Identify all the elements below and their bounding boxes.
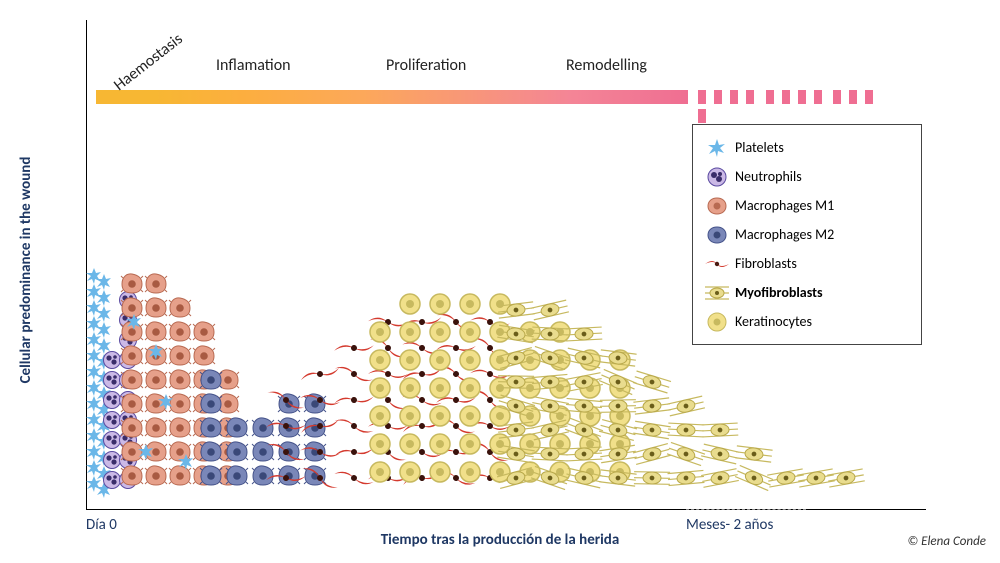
platelet-cell [95,289,113,307]
myofibroblast-cell [826,467,866,489]
keratinocyte-cell [428,404,452,428]
x-axis-label: Tiempo tras la producción de la herida [0,531,1000,549]
macrophage-m1-cell [119,344,145,368]
macrophage-m2-cell [198,392,224,416]
keratinocyte-cell [368,348,392,372]
macrophage-m2-cell [198,464,224,488]
keratinocyte-cell [458,292,482,316]
keratinocyte-cell [398,404,422,428]
phase-label: Haemostasis [110,30,186,95]
macrophage-m1-cell [143,272,169,296]
x-tick-start: Día 0 [86,516,117,534]
macrophage-m1-cell [143,320,169,344]
macrophage-m1-cell [167,416,193,440]
neutrophil-icon [703,166,731,188]
keratinocyte-cell [458,460,482,484]
macrophage-m1-cell [167,296,193,320]
macrophage-m1-cell [119,272,145,296]
keratinocyte-cell [368,460,392,484]
keratinocyte-cell [458,376,482,400]
myofibroblast-cell [700,419,740,441]
y-axis-label: Cellular predominance in the wound [17,157,35,384]
myofibroblast-cell [734,443,774,465]
platelet-cell [95,273,113,291]
macrophage-m2-cell [224,440,250,464]
platelet-cell [125,313,143,331]
platelet-cell [157,393,175,411]
keratinocyte-cell [428,460,452,484]
phase-label: Remodelling [566,56,647,75]
keratinocyte-cell [428,432,452,456]
phase-bar-dashes [698,90,886,104]
macrophage-m1-cell [119,416,145,440]
legend-label: Macrophages M1 [731,197,834,214]
keratinocyte-cell [368,376,392,400]
myofibroblast-cell [666,395,706,417]
keratinocyte-cell [428,292,452,316]
macrophage-m1-cell [167,320,193,344]
keratinocyte-cell [368,432,392,456]
phase-bar [96,90,688,104]
keratinocyte-cell [398,432,422,456]
macrophage-m1-cell [191,344,217,368]
platelet-cell [95,305,113,323]
macrophage-m1-cell [143,416,169,440]
cell-mound [86,230,806,510]
macrophage-m2-cell [224,416,250,440]
platelet-cell [137,443,155,461]
credit-text: © Elena Conde [907,534,986,549]
keratinocyte-cell [398,320,422,344]
keratinocyte-cell [428,376,452,400]
keratinocyte-cell [368,404,392,428]
legend-item: Macrophages M1 [703,191,911,220]
macrophage-m2-cell [198,368,224,392]
legend-label: Platelets [731,139,784,156]
macrophage-m1-cell [143,296,169,320]
macrophage-m1-cell [143,464,169,488]
macrophage-m1-cell [119,464,145,488]
keratinocyte-cell [398,460,422,484]
macrophage-m2-cell [224,464,250,488]
keratinocyte-cell [398,348,422,372]
platelet-icon [703,137,731,159]
keratinocyte-cell [398,376,422,400]
keratinocyte-cell [398,292,422,316]
plot-area: Haemostasis Inflamation Proliferation Re… [86,20,886,510]
macrophage-m2-cell [198,416,224,440]
legend-item: Platelets [703,133,911,162]
legend-item: Neutrophils [703,162,911,191]
macrophage-m1-cell [167,344,193,368]
legend-label: Neutrophils [731,168,802,185]
keratinocyte-cell [428,348,452,372]
keratinocyte-cell [368,320,392,344]
keratinocyte-cell [428,320,452,344]
phase-label: Inflamation [216,56,291,75]
macrophage-m1-cell [119,392,145,416]
keratinocyte-cell [458,320,482,344]
keratinocyte-cell [458,404,482,428]
macrophage-m2-cell [198,440,224,464]
macrophage-m1-cell [143,368,169,392]
macrophage-m1-cell [119,368,145,392]
keratinocyte-cell [458,432,482,456]
myofibroblast-cell [632,371,672,393]
platelet-cell [177,453,195,471]
x-tick-end: Meses- 2 años [686,516,773,534]
myofibroblast-cell [598,347,638,369]
macrophage-m1-cell [167,368,193,392]
platelet-cell [147,343,165,361]
macrophage-m1-cell [191,320,217,344]
macrophage-m1-icon [703,195,731,217]
keratinocyte-cell [458,348,482,372]
myofibroblast-cell [530,299,570,321]
myofibroblast-cell [564,323,604,345]
phase-label: Proliferation [386,56,466,75]
platelet-cell [95,321,113,339]
